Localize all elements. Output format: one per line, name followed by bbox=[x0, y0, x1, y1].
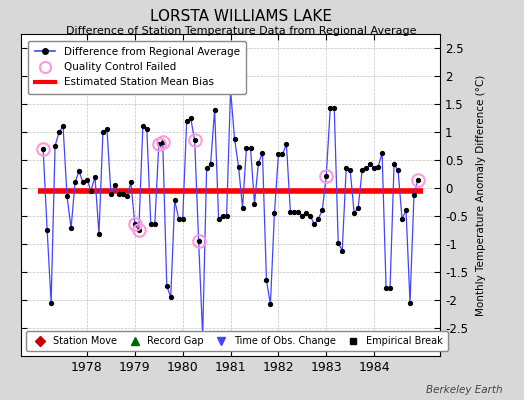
Text: Difference of Station Temperature Data from Regional Average: Difference of Station Temperature Data f… bbox=[66, 26, 416, 36]
Text: Berkeley Earth: Berkeley Earth bbox=[427, 385, 503, 395]
Legend: Station Move, Record Gap, Time of Obs. Change, Empirical Break: Station Move, Record Gap, Time of Obs. C… bbox=[26, 332, 447, 351]
Text: LORSTA WILLIAMS LAKE: LORSTA WILLIAMS LAKE bbox=[150, 9, 332, 24]
Y-axis label: Monthly Temperature Anomaly Difference (°C): Monthly Temperature Anomaly Difference (… bbox=[476, 74, 486, 316]
